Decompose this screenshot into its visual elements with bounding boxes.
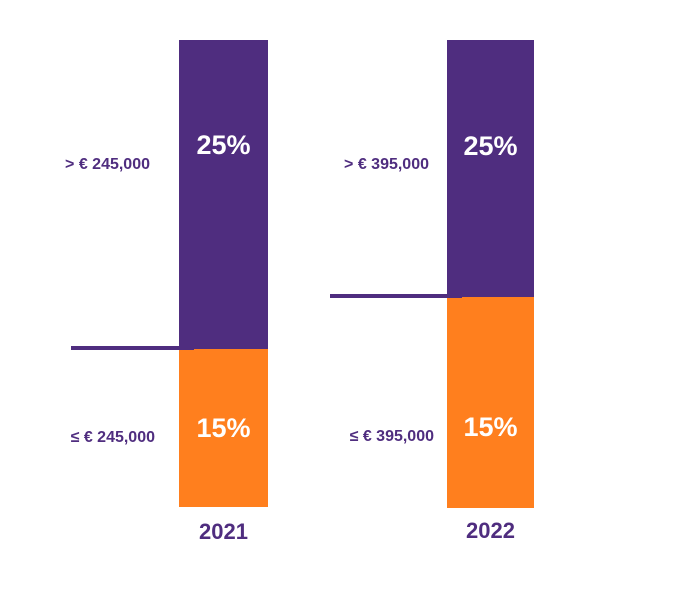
labels-layer: 25% 15% > € 245,000 ≤ € 245,000 2021 25% 15% > … (65, 130, 517, 544)
category-label-2022: 2022 (466, 518, 515, 543)
category-label-2021: 2021 (199, 519, 248, 544)
threshold-lines-layer (71, 294, 462, 350)
value-label-lower-2021: 15% (196, 413, 250, 443)
value-label-upper-2021: 25% (196, 130, 250, 160)
threshold-lower-label-2021: ≤ € 245,000 (71, 429, 156, 446)
threshold-upper-label-2022: > € 395,000 (344, 156, 429, 173)
threshold-upper-label-2021: > € 245,000 (65, 156, 150, 173)
bar-lower-2022 (447, 297, 534, 508)
value-label-lower-2022: 15% (463, 412, 517, 442)
threshold-lower-label-2022: ≤ € 395,000 (350, 428, 435, 445)
bar-upper-2021 (179, 40, 268, 349)
bars-layer (179, 40, 534, 508)
bar-upper-2022 (447, 40, 534, 297)
value-label-upper-2022: 25% (463, 131, 517, 161)
bar-lower-2021 (179, 349, 268, 507)
